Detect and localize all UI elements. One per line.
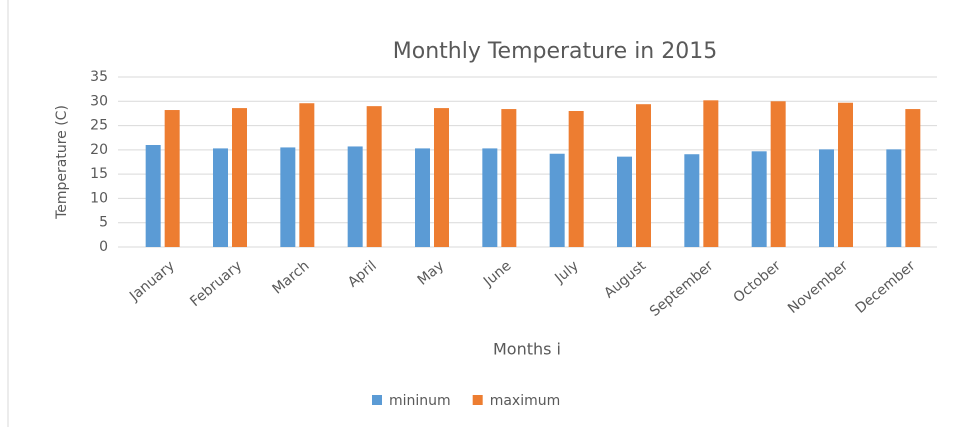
x-tick-label: September <box>647 258 717 320</box>
x-tick-label: March <box>269 258 312 298</box>
x-tick-label: February <box>187 258 245 310</box>
y-tick-label: 15 <box>90 166 108 182</box>
y-tick-label: 25 <box>90 118 108 134</box>
x-tick-label: January <box>126 258 178 305</box>
y-tick-label: 30 <box>90 93 108 109</box>
x-tick-label: June <box>480 258 514 291</box>
bar <box>164 110 180 248</box>
y-tick-label: 20 <box>90 142 108 158</box>
bar <box>703 100 719 247</box>
bar <box>751 151 767 247</box>
bar <box>501 109 517 247</box>
bar <box>415 148 430 247</box>
bar <box>347 146 363 247</box>
bar <box>617 156 632 247</box>
bar <box>838 102 853 247</box>
bar <box>549 153 565 247</box>
x-tick-label: April <box>345 258 380 291</box>
x-tick-label: July <box>551 258 581 287</box>
bar <box>819 149 834 247</box>
chart-title: Monthly Temperature in 2015 <box>393 39 717 64</box>
bar <box>145 145 161 247</box>
legend-label: maximum <box>490 393 561 409</box>
x-tick-label: December <box>853 258 919 317</box>
y-tick-label: 10 <box>90 190 108 206</box>
legend-swatch <box>372 395 382 405</box>
bar <box>568 111 584 247</box>
x-tick-label: November <box>785 258 851 317</box>
bar <box>636 104 651 247</box>
bar <box>905 109 921 247</box>
bar <box>886 149 902 247</box>
legend-swatch <box>472 395 483 405</box>
bar <box>684 154 700 247</box>
legend-label: mininum <box>389 393 451 409</box>
bar <box>434 108 449 247</box>
x-tick-label: October <box>731 258 784 306</box>
x-tick-label: August <box>601 258 649 302</box>
bar <box>213 148 228 247</box>
y-axis-label: Temperature (C) <box>54 105 70 220</box>
bar <box>280 147 296 247</box>
y-tick-label: 35 <box>90 69 108 85</box>
bar <box>366 106 382 248</box>
bar <box>482 148 498 247</box>
bar <box>232 108 247 247</box>
bar <box>299 103 315 247</box>
x-axis-label: Months i <box>493 340 561 359</box>
y-tick-label: 0 <box>99 239 108 255</box>
bar <box>770 101 786 248</box>
x-tick-label: May <box>415 258 447 289</box>
y-tick-label: 5 <box>99 215 108 231</box>
